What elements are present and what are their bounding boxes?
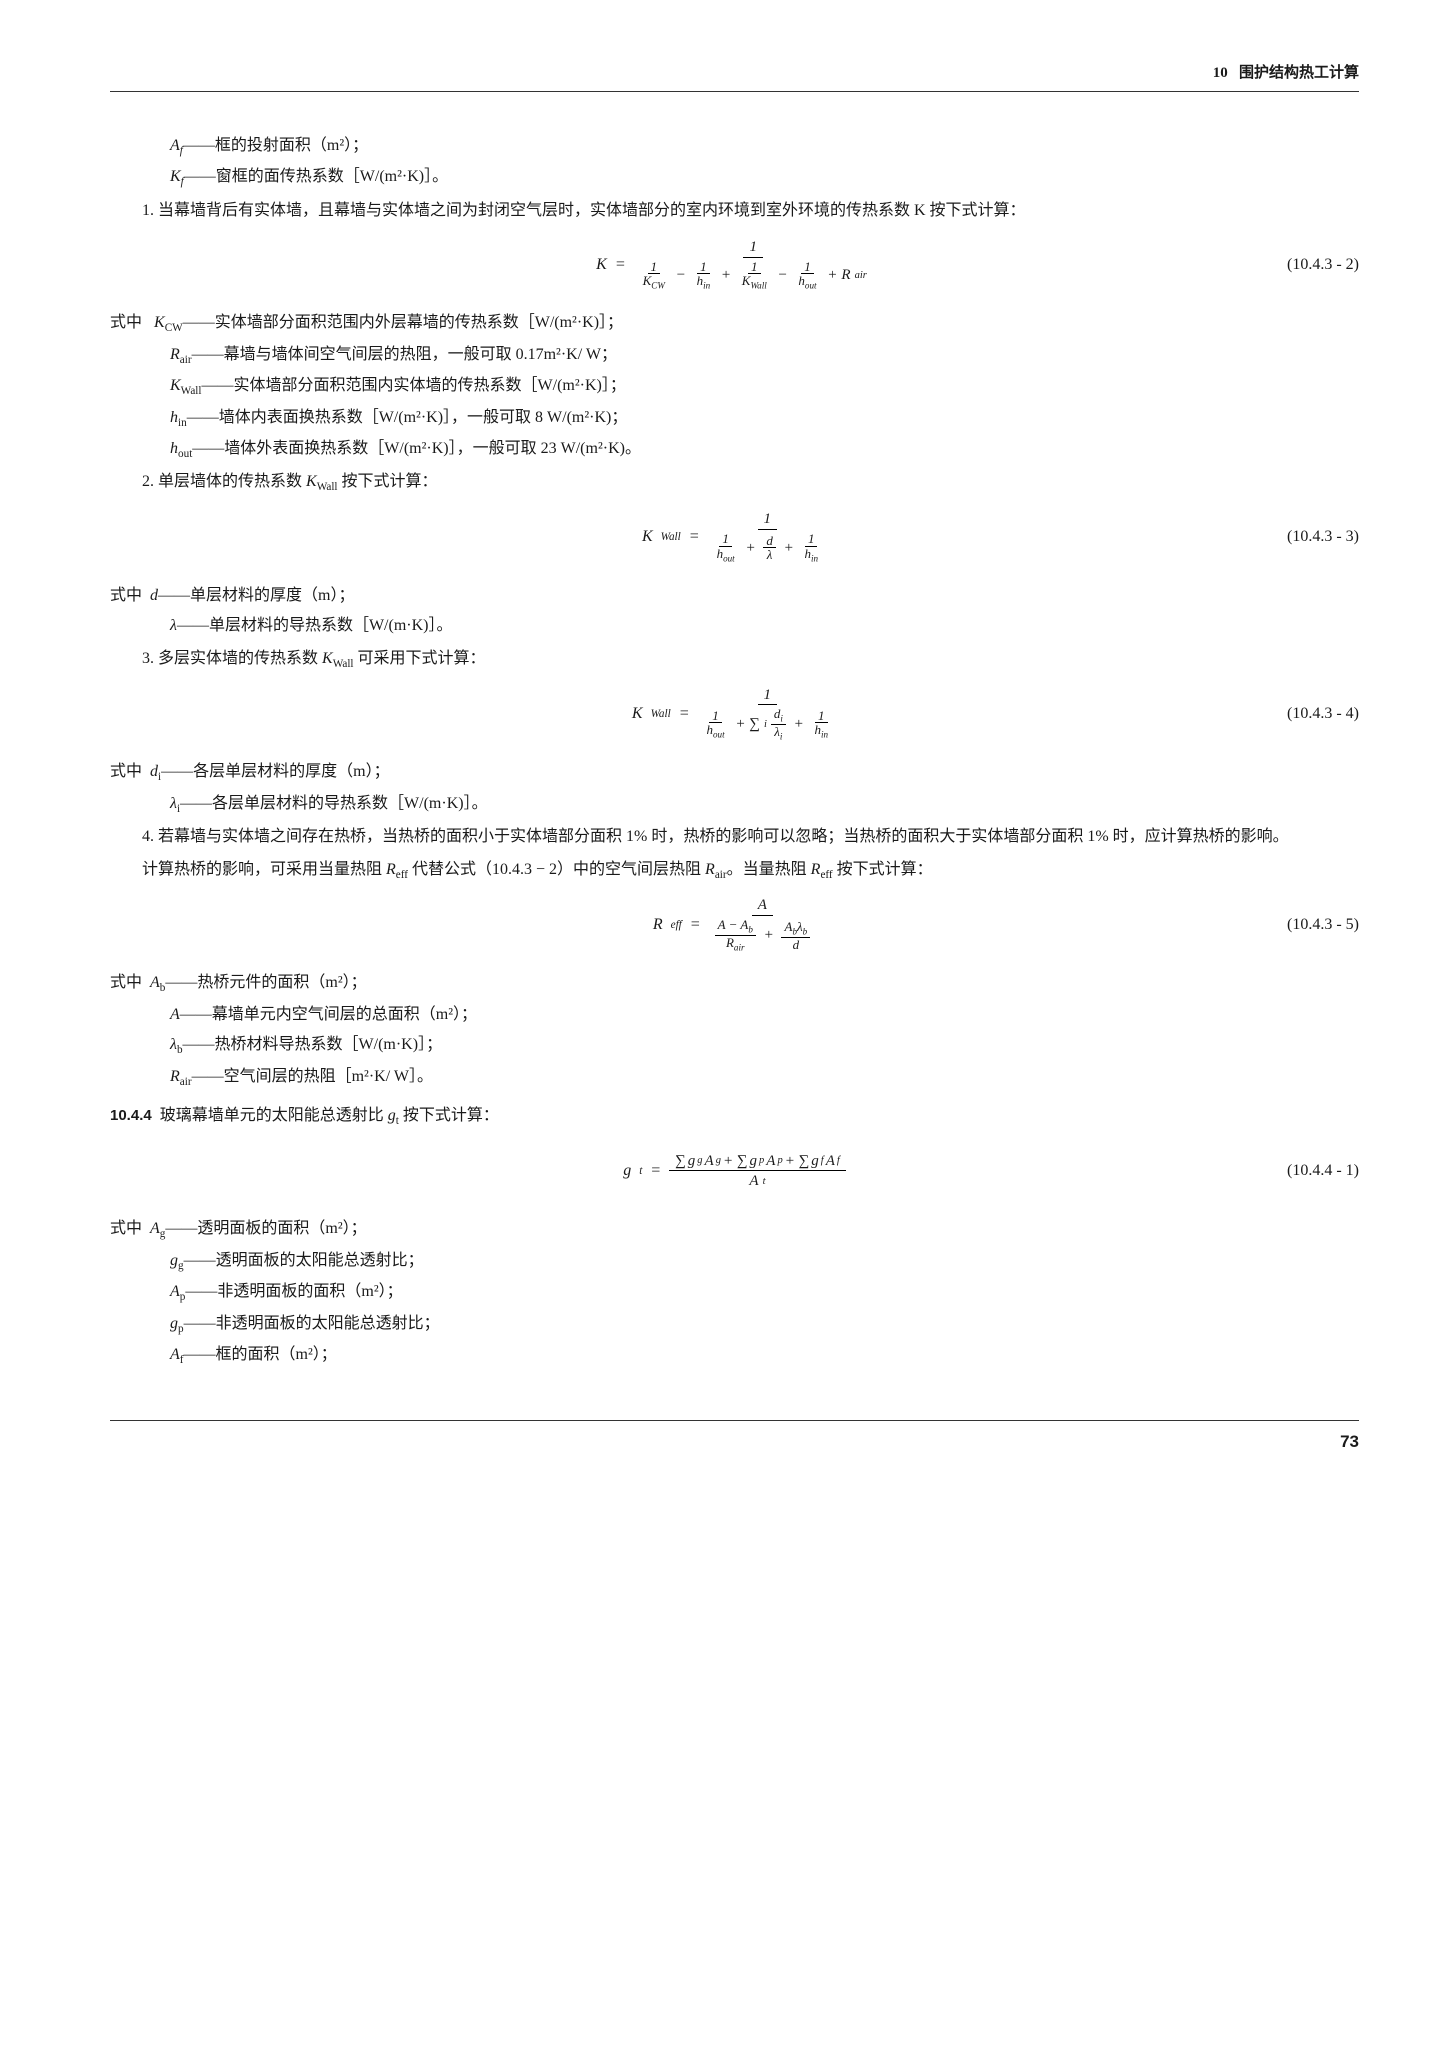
def-text: ——各层单层材料的导热系数［W/(m·K)］。 bbox=[180, 795, 488, 812]
paragraph: 2. 单层墙体的传热系数 KWall 按下式计算： bbox=[110, 468, 1359, 497]
def-text: ——实体墙部分面积范围内外层幕墙的传热系数［W/(m²·K)］； bbox=[183, 314, 623, 331]
equation-number: (10.4.4 - 1) bbox=[1287, 1157, 1359, 1186]
def-line: Af——框的面积（m²）； bbox=[170, 1341, 1359, 1370]
def-text: ——空气间层的热阻［m²·K/ W］。 bbox=[192, 1068, 433, 1085]
def-text: ——窗框的面传热系数［W/(m²·K)］。 bbox=[184, 168, 448, 185]
where-block: 式中 KCW——实体墙部分面积范围内外层幕墙的传热系数［W/(m²·K)］； bbox=[110, 309, 1359, 338]
def-text: ——透明面板的太阳能总透射比； bbox=[184, 1252, 424, 1269]
def-text: ——单层材料的厚度（m）； bbox=[158, 587, 354, 604]
def-line: Ap——非透明面板的面积（m²）； bbox=[170, 1278, 1359, 1307]
def-text: ——幕墙与墙体间空气间层的热阻，一般可取 0.17m²·K/ W； bbox=[192, 346, 617, 363]
equation-10-4-3-3: KWall = 1 1hout + dλ + 1hin (10.4.3 - 3) bbox=[110, 508, 1359, 568]
def-text: ——实体墙部分面积范围内实体墙的传热系数［W/(m²·K)］； bbox=[202, 377, 626, 394]
def-line: Rair——空气间层的热阻［m²·K/ W］。 bbox=[170, 1063, 1359, 1092]
where-block: 式中 Ag——透明面板的面积（m²）； bbox=[110, 1215, 1359, 1244]
section-heading: 10.4.4 玻璃幕墙单元的太阳能总透射比 gt 按下式计算： bbox=[110, 1102, 1359, 1131]
def-text: ——非透明面板的太阳能总透射比； bbox=[184, 1315, 440, 1332]
paragraph: 3. 多层实体墙的传热系数 KWall 可采用下式计算： bbox=[110, 645, 1359, 674]
def-line: Rair——幕墙与墙体间空气间层的热阻，一般可取 0.17m²·K/ W； bbox=[170, 341, 1359, 370]
def-text: ——透明面板的面积（m²）； bbox=[165, 1220, 366, 1237]
def-text: ——热桥元件的面积（m²）； bbox=[165, 974, 366, 991]
chapter-num: 10 bbox=[1213, 65, 1228, 81]
def-line: gg——透明面板的太阳能总透射比； bbox=[170, 1247, 1359, 1276]
def-text: ——单层材料的导热系数［W/(m·K)］。 bbox=[177, 617, 453, 634]
section-number: 10.4.4 bbox=[110, 1107, 152, 1124]
equation-number: (10.4.3 - 4) bbox=[1287, 700, 1359, 729]
def-text: ——墙体内表面换热系数［W/(m²·K)］，一般可取 8 W/(m²·K)； bbox=[187, 409, 628, 426]
def-line: λ——单层材料的导热系数［W/(m·K)］。 bbox=[170, 612, 1359, 641]
def-text: ——非透明面板的面积（m²）； bbox=[185, 1283, 402, 1300]
def-line: Kf——窗框的面传热系数［W/(m²·K)］。 bbox=[170, 163, 1359, 192]
equation-10-4-3-2: K = 1 1KCW − 1hin + 1KWall − 1hout + Rai… bbox=[110, 235, 1359, 295]
paragraph: 计算热桥的影响，可采用当量热阻 Reff 代替公式（10.4.3 − 2）中的空… bbox=[110, 856, 1359, 885]
def-line: λi——各层单层材料的导热系数［W/(m·K)］。 bbox=[170, 790, 1359, 819]
paragraph: 1. 当幕墙背后有实体墙，且幕墙与实体墙之间为封闭空气层时，实体墙部分的室内环境… bbox=[110, 197, 1359, 226]
def-text: ——框的面积（m²）； bbox=[184, 1346, 337, 1363]
equation-number: (10.4.3 - 3) bbox=[1287, 523, 1359, 552]
def-line: A——幕墙单元内空气间层的总面积（m²）； bbox=[170, 1001, 1359, 1030]
def-line: λb——热桥材料导热系数［W/(m·K)］； bbox=[170, 1031, 1359, 1060]
def-line: KWall——实体墙部分面积范围内实体墙的传热系数［W/(m²·K)］； bbox=[170, 372, 1359, 401]
equation-number: (10.4.3 - 2) bbox=[1287, 251, 1359, 280]
def-line: Af——框的投射面积（m²）； bbox=[170, 132, 1359, 161]
def-text: ——热桥材料导热系数［W/(m·K)］； bbox=[183, 1036, 443, 1053]
equation-10-4-3-5: Reff = A A − AbRair + Abλbd (10.4.3 - 5) bbox=[110, 895, 1359, 955]
def-line: gp——非透明面板的太阳能总透射比； bbox=[170, 1310, 1359, 1339]
def-text: ——墙体外表面换热系数［W/(m²·K)］，一般可取 23 W/(m²·K)。 bbox=[192, 440, 641, 457]
def-line: hout——墙体外表面换热系数［W/(m²·K)］，一般可取 23 W/(m²·… bbox=[170, 435, 1359, 464]
def-line: hin——墙体内表面换热系数［W/(m²·K)］，一般可取 8 W/(m²·K)… bbox=[170, 404, 1359, 433]
equation-number: (10.4.3 - 5) bbox=[1287, 911, 1359, 940]
page-number: 73 bbox=[110, 1420, 1359, 1458]
where-label: 式中 bbox=[110, 314, 142, 331]
where-block: 式中 di——各层单层材料的厚度（m）； bbox=[110, 758, 1359, 787]
def-text: ——框的投射面积（m²）； bbox=[183, 137, 368, 154]
where-block: 式中 d——单层材料的厚度（m）； bbox=[110, 582, 1359, 611]
equation-10-4-3-4: KWall = 1 1hout + ∑i diλi + 1hin (10.4.3… bbox=[110, 684, 1359, 744]
def-text: ——各层单层材料的厚度（m）； bbox=[161, 763, 389, 780]
paragraph: 4. 若幕墙与实体墙之间存在热桥，当热桥的面积小于实体墙部分面积 1% 时，热桥… bbox=[110, 823, 1359, 852]
def-text: ——幕墙单元内空气间层的总面积（m²）； bbox=[180, 1006, 477, 1023]
chapter-title: 围护结构热工计算 bbox=[1239, 65, 1359, 81]
page-header: 10 围护结构热工计算 bbox=[110, 60, 1359, 92]
where-block: 式中 Ab——热桥元件的面积（m²）； bbox=[110, 969, 1359, 998]
equation-10-4-4-1: gt = ∑ggAg + ∑gpAp + ∑gfAf At (10.4.4 - … bbox=[110, 1141, 1359, 1201]
